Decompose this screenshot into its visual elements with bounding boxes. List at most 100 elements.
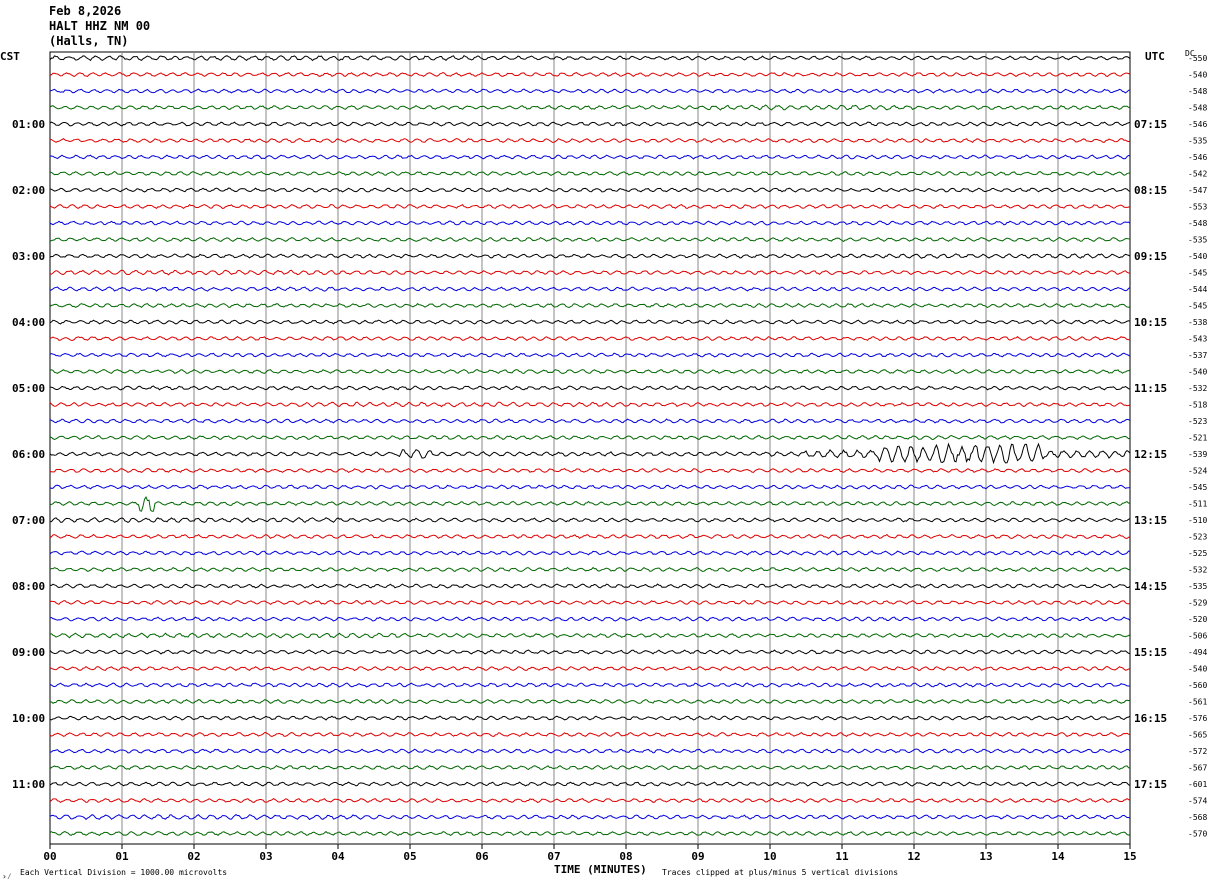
dc-offset-value: -540 (1188, 71, 1207, 80)
dc-offset-value: -550 (1188, 54, 1207, 63)
x-tick-label: 02 (187, 850, 200, 863)
x-tick-label: 09 (691, 850, 704, 863)
trace-row-16 (49, 319, 1131, 325)
trace-row-46 (49, 814, 1131, 821)
x-tick-label: 01 (115, 850, 129, 863)
dc-offset-value: -547 (1188, 186, 1207, 195)
dc-offset-value: -518 (1188, 401, 1207, 410)
trace-row-15 (49, 302, 1131, 309)
trace-row-30 (49, 550, 1131, 556)
left-hour-label: 10:00 (12, 712, 45, 725)
trace-row-10 (49, 220, 1131, 226)
dc-offset-value: -560 (1188, 681, 1207, 690)
dc-offset-value: -546 (1188, 120, 1207, 129)
dc-offset-value: -543 (1188, 335, 1207, 344)
right-hour-label: 14:15 (1134, 580, 1167, 593)
dc-offset-value: -520 (1188, 615, 1207, 624)
x-axis-title: TIME (MINUTES) (554, 863, 647, 876)
trace-row-25 (49, 467, 1131, 474)
right-hour-label: 07:15 (1134, 118, 1167, 131)
dc-offset-value: -529 (1188, 599, 1207, 608)
left-hour-label: 11:00 (12, 778, 45, 791)
trace-row-23 (49, 434, 1131, 441)
trace-row-11 (49, 236, 1131, 243)
dc-offset-value: -506 (1188, 632, 1207, 641)
dc-offset-header: DC (1185, 49, 1195, 58)
dc-offset-value: -537 (1188, 351, 1207, 360)
x-tick-label: 06 (475, 850, 489, 863)
trace-row-5 (49, 138, 1131, 144)
right-hour-label: 10:15 (1134, 316, 1167, 329)
right-hour-label: 08:15 (1134, 184, 1167, 197)
trace-row-39 (49, 698, 1131, 704)
trace-row-43 (49, 764, 1131, 771)
dc-offset-value: -601 (1188, 780, 1207, 789)
x-tick-label: 04 (331, 850, 345, 863)
trace-row-13 (49, 269, 1131, 276)
left-hour-label: 04:00 (12, 316, 45, 329)
left-hour-label: 01:00 (12, 118, 45, 131)
x-tick-label: 00 (43, 850, 56, 863)
trace-row-24 (49, 442, 1131, 465)
left-hour-label: 02:00 (12, 184, 45, 197)
trace-row-17 (49, 336, 1131, 342)
left-hour-label: 09:00 (12, 646, 45, 659)
left-hour-label: 08:00 (12, 580, 45, 593)
trace-row-29 (49, 533, 1131, 539)
trace-row-40 (49, 715, 1131, 721)
dc-offset-value: -545 (1188, 269, 1207, 278)
dc-offset-value: -561 (1188, 698, 1207, 707)
trace-row-18 (49, 352, 1131, 358)
dc-offset-value: -548 (1188, 104, 1207, 113)
scale-note: Each Vertical Division = 1000.00 microvo… (20, 868, 228, 877)
trace-row-45 (49, 797, 1131, 804)
right-hour-label: 15:15 (1134, 646, 1167, 659)
trace-row-12 (49, 253, 1131, 259)
clip-note: Traces clipped at plus/minus 5 vertical … (662, 868, 899, 877)
dc-offset-value: -572 (1188, 747, 1207, 756)
plot-date: Feb 8,2026 (49, 4, 122, 18)
dc-offset-value: -568 (1188, 813, 1207, 822)
trace-row-8 (49, 187, 1131, 193)
x-tick-label: 12 (907, 850, 920, 863)
dc-offset-value: -545 (1188, 483, 1207, 492)
right-timezone-label: UTC (1145, 50, 1165, 63)
trace-row-36 (49, 649, 1131, 655)
trace-row-31 (49, 566, 1131, 573)
dc-offset-value: -540 (1188, 368, 1207, 377)
dc-offset-value: -570 (1188, 830, 1207, 839)
x-tick-label: 07 (547, 850, 560, 863)
right-hour-label: 13:15 (1134, 514, 1167, 527)
dc-offset-value: -525 (1188, 549, 1207, 558)
x-tick-label: 03 (259, 850, 272, 863)
dc-offset-value: -535 (1188, 137, 1207, 146)
dc-offset-value: -540 (1188, 665, 1207, 674)
trace-row-41 (49, 731, 1131, 737)
x-tick-label: 14 (1051, 850, 1065, 863)
x-tick-label: 11 (835, 850, 849, 863)
trace-row-33 (49, 599, 1131, 605)
trace-row-1 (49, 71, 1131, 78)
left-hour-label: 03:00 (12, 250, 45, 263)
dc-offset-value: -567 (1188, 764, 1207, 773)
trace-row-47 (49, 830, 1131, 837)
x-tick-label: 05 (403, 850, 416, 863)
dc-offset-value: -574 (1188, 797, 1207, 806)
x-tick-label: 10 (763, 850, 776, 863)
left-hour-label: 05:00 (12, 382, 45, 395)
dc-offset-value: -576 (1188, 714, 1207, 723)
x-tick-label: 15 (1123, 850, 1136, 863)
trace-row-9 (49, 204, 1131, 210)
trace-row-7 (49, 170, 1131, 177)
dc-offset-value: -494 (1188, 648, 1207, 657)
dc-offset-value: -532 (1188, 384, 1207, 393)
dc-offset-value: -544 (1188, 285, 1207, 294)
trace-row-14 (49, 286, 1131, 292)
trace-row-20 (49, 385, 1131, 391)
dc-offset-value: -511 (1188, 500, 1207, 509)
dc-offset-value: -539 (1188, 450, 1207, 459)
trace-row-34 (49, 616, 1131, 622)
trace-row-0 (49, 54, 1131, 62)
trace-row-6 (49, 154, 1131, 160)
dc-offset-value: -535 (1188, 236, 1207, 245)
